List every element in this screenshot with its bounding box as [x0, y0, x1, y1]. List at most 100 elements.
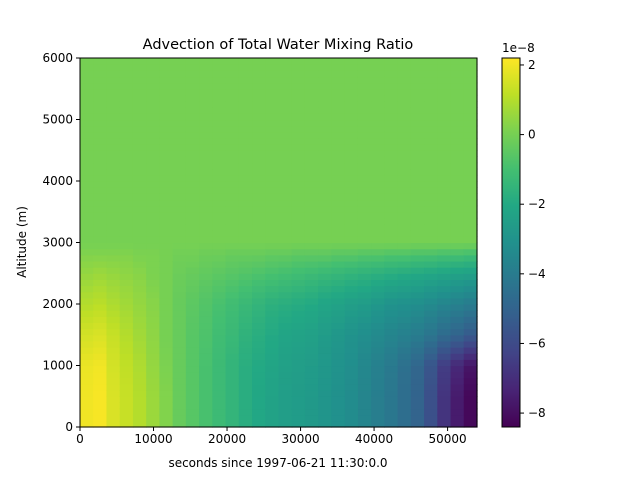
heatmap-cell: [371, 359, 385, 367]
heatmap-cell: [172, 291, 187, 299]
heatmap-cell: [384, 107, 399, 114]
heatmap-cell: [185, 285, 200, 293]
heatmap-cell: [252, 58, 266, 65]
heatmap-cell: [344, 137, 359, 145]
heatmap-cell: [450, 267, 465, 274]
heatmap-cell: [80, 211, 94, 219]
heatmap-cell: [291, 187, 306, 194]
heatmap-cell: [106, 94, 121, 102]
heatmap-cell: [278, 242, 293, 250]
heatmap-cell: [172, 254, 187, 262]
heatmap-cell: [450, 193, 465, 201]
heatmap-cell: [344, 150, 359, 157]
heatmap-cell: [132, 181, 147, 188]
heatmap-cell: [106, 377, 121, 385]
heatmap-cell: [384, 420, 399, 428]
heatmap-cell: [397, 396, 412, 403]
heatmap-cell: [371, 322, 385, 330]
heatmap-cell: [424, 230, 438, 237]
heatmap-cell: [159, 181, 174, 188]
heatmap-cell: [132, 420, 147, 428]
heatmap-cell: [252, 408, 266, 416]
heatmap-cell: [80, 101, 94, 108]
heatmap-cell: [225, 131, 240, 139]
heatmap-cell: [265, 254, 280, 262]
heatmap-cell: [80, 267, 94, 274]
heatmap-cell: [450, 248, 465, 256]
heatmap-cell: [318, 137, 333, 145]
heatmap-cell: [238, 217, 253, 225]
heatmap-cell: [199, 58, 213, 65]
heatmap-cell: [252, 365, 266, 373]
heatmap-cell: [437, 131, 452, 139]
heatmap-cell: [93, 291, 108, 299]
heatmap-cell: [278, 94, 293, 102]
heatmap-cell: [212, 322, 227, 330]
heatmap-cell: [80, 162, 94, 170]
heatmap-cell: [212, 162, 227, 170]
heatmap-cell: [80, 408, 94, 416]
heatmap-cell: [397, 94, 412, 102]
heatmap-cell: [225, 64, 240, 71]
heatmap-cell: [146, 316, 160, 324]
heatmap-cell: [252, 242, 266, 250]
heatmap-cell: [410, 340, 425, 348]
heatmap-cell: [291, 174, 306, 182]
heatmap-cell: [304, 94, 319, 102]
heatmap-cell: [238, 297, 253, 305]
heatmap-cell: [252, 211, 266, 219]
heatmap-cell: [291, 408, 306, 416]
heatmap-cell: [318, 365, 333, 373]
heatmap-cell: [159, 125, 174, 133]
heatmap-cell: [172, 168, 187, 176]
heatmap-cell: [384, 187, 399, 194]
heatmap-cell: [371, 125, 385, 133]
heatmap-cell: [463, 193, 478, 201]
heatmap-cell: [357, 94, 372, 102]
heatmap-cell: [119, 168, 134, 176]
heatmap-cell: [238, 353, 253, 360]
heatmap-cell: [371, 334, 385, 342]
heatmap-cell: [80, 402, 94, 410]
heatmap-cell: [212, 125, 227, 133]
heatmap-cell: [132, 310, 147, 317]
heatmap-cell: [304, 131, 319, 139]
heatmap-cell: [212, 205, 227, 213]
heatmap-cell: [225, 316, 240, 324]
heatmap-cell: [199, 125, 213, 133]
x-tick-label: 50000: [428, 432, 466, 446]
heatmap-cell: [278, 420, 293, 428]
heatmap-cell: [410, 88, 425, 96]
heatmap-cell: [106, 390, 121, 397]
heatmap-cell: [132, 199, 147, 207]
heatmap-cell: [437, 359, 452, 367]
heatmap-cell: [463, 199, 478, 207]
heatmap-cell: [397, 310, 412, 317]
heatmap-cell: [159, 248, 174, 256]
heatmap-cell: [450, 383, 465, 391]
heatmap-cell: [132, 304, 147, 311]
heatmap-cell: [450, 254, 465, 262]
heatmap-cell: [463, 150, 478, 157]
heatmap-cell: [238, 70, 253, 78]
heatmap-cell: [132, 230, 147, 237]
heatmap-cell: [357, 316, 372, 324]
heatmap-cell: [80, 88, 94, 96]
heatmap-cell: [357, 211, 372, 219]
heatmap-cell: [331, 402, 346, 410]
heatmap-cell: [225, 125, 240, 133]
heatmap-cell: [172, 119, 187, 127]
heatmap-cell: [318, 291, 333, 299]
heatmap-cell: [238, 260, 253, 268]
heatmap-cell: [159, 254, 174, 262]
heatmap-cell: [331, 125, 346, 133]
heatmap-cell: [331, 365, 346, 373]
heatmap-cell: [357, 174, 372, 182]
heatmap-cell: [199, 248, 213, 256]
heatmap-cell: [371, 365, 385, 373]
heatmap-cell: [172, 162, 187, 170]
heatmap-cell: [199, 107, 213, 114]
heatmap-cell: [172, 297, 187, 305]
heatmap-cell: [291, 273, 306, 280]
heatmap-cell: [252, 224, 266, 231]
